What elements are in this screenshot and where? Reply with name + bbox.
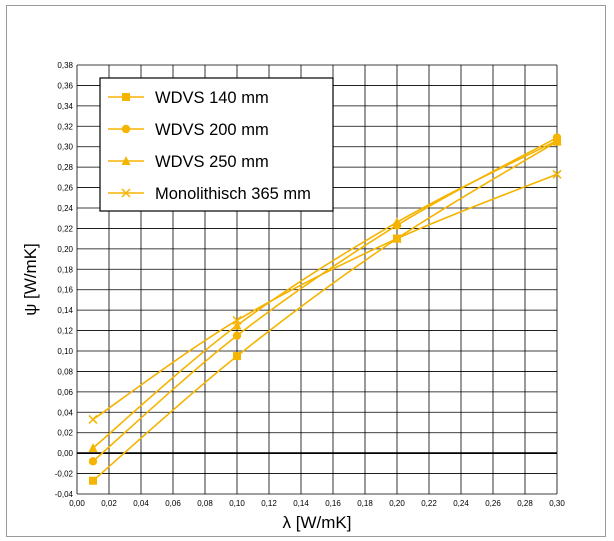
legend-item: WDVS 140 mm bbox=[108, 89, 269, 107]
x-marker-stroke bbox=[121, 188, 131, 198]
y-tick-label: 0,00 bbox=[57, 449, 73, 458]
data-point bbox=[89, 476, 97, 485]
x-tick-label: 0,08 bbox=[197, 499, 213, 508]
series-triangle bbox=[88, 135, 562, 453]
legend-marker bbox=[122, 93, 130, 101]
legend-label: WDVS 250 mm bbox=[155, 153, 269, 171]
legend-marker bbox=[121, 156, 131, 165]
legend-item: WDVS 200 mm bbox=[108, 121, 269, 139]
legend-box bbox=[99, 77, 334, 212]
line-chart: 0,00 0,02 0,04 0,06 0,08 0,10 0,12 0,14 0,16 0,18… bbox=[21, 61, 565, 532]
y-tick-label: 0,26 bbox=[57, 184, 73, 193]
data-point bbox=[88, 414, 98, 424]
data-point bbox=[232, 331, 242, 340]
y-tick-label: 0,16 bbox=[57, 286, 73, 295]
series-line bbox=[92, 140, 558, 482]
y-tick-label: 0,28 bbox=[57, 163, 73, 172]
series-line bbox=[92, 139, 558, 449]
y-tick-label: 0,04 bbox=[57, 408, 73, 417]
x-marker-stroke bbox=[392, 234, 402, 244]
x-marker-stroke bbox=[88, 414, 98, 424]
x-tick-label: 0,14 bbox=[293, 499, 309, 508]
y-tick-label: 0,08 bbox=[57, 367, 73, 376]
x-tick-label: 0,04 bbox=[133, 499, 149, 508]
y-tick-label: 0,20 bbox=[57, 245, 73, 254]
y-tick-label: 0,12 bbox=[57, 327, 73, 336]
y-tick-label: 0,10 bbox=[57, 347, 73, 356]
x-tick-label: 0,10 bbox=[229, 499, 245, 508]
y-tick-label: 0,32 bbox=[57, 122, 73, 131]
x-tick-label: 0,26 bbox=[485, 499, 501, 508]
legend-marker bbox=[121, 188, 131, 198]
x-marker-stroke bbox=[552, 169, 562, 179]
y-tick-label: 0,18 bbox=[57, 265, 73, 274]
x-tick-label: 0,28 bbox=[517, 499, 533, 508]
y-tick-label: 0,22 bbox=[57, 224, 73, 233]
legend-item: Monolithisch 365 mm bbox=[108, 185, 311, 203]
x-tick-label: 0,18 bbox=[357, 499, 373, 508]
legend-marker bbox=[121, 124, 131, 134]
y-tick-label: -0,04 bbox=[55, 490, 74, 499]
data-point bbox=[552, 169, 562, 179]
y-tick-label: 0,14 bbox=[57, 306, 73, 315]
series-x bbox=[88, 169, 562, 424]
data-point bbox=[232, 315, 242, 325]
legend: WDVS 140 mm WDVS 200 mm WDVS 250 mm Monolit… bbox=[99, 77, 334, 212]
data-point bbox=[88, 443, 98, 453]
x-tick-label: 0,16 bbox=[325, 499, 341, 508]
y-tick-label: 0,02 bbox=[57, 429, 73, 438]
x-marker-stroke bbox=[232, 315, 242, 325]
y-tick-label: 0,30 bbox=[57, 143, 73, 152]
x-tick-labels: 0,00 0,02 0,04 0,06 0,08 0,10 0,12 0,14 0,16 0,18… bbox=[69, 499, 565, 508]
legend-label: WDVS 200 mm bbox=[155, 121, 269, 139]
x-tick-label: 0,24 bbox=[453, 499, 469, 508]
x-tick-label: 0,30 bbox=[549, 499, 565, 508]
data-point bbox=[88, 457, 98, 466]
series-line bbox=[92, 173, 558, 421]
y-tick-label: 0,06 bbox=[57, 388, 73, 397]
data-point bbox=[552, 135, 562, 145]
legend-label: Monolithisch 365 mm bbox=[155, 185, 311, 203]
data-point bbox=[392, 217, 402, 227]
x-axis-label: λ [W/mK] bbox=[283, 513, 352, 532]
data-point bbox=[392, 234, 402, 244]
legend-label: WDVS 140 mm bbox=[155, 89, 269, 107]
data-point bbox=[232, 320, 242, 330]
x-tick-label: 0,20 bbox=[389, 499, 405, 508]
y-tick-label: 0,38 bbox=[57, 61, 73, 70]
data-point bbox=[233, 352, 241, 361]
chart-frame: 0,00 0,02 0,04 0,06 0,08 0,10 0,12 0,14 0,16 0,18… bbox=[6, 5, 606, 537]
legend-item: WDVS 250 mm bbox=[108, 153, 269, 171]
x-tick-label: 0,22 bbox=[421, 499, 437, 508]
y-tick-label: -0,02 bbox=[55, 470, 74, 479]
x-tick-label: 0,12 bbox=[261, 499, 277, 508]
y-tick-label: 0,24 bbox=[57, 204, 73, 213]
x-tick-label: 0,06 bbox=[165, 499, 181, 508]
x-tick-label: 0,02 bbox=[101, 499, 117, 508]
y-tick-label: 0,34 bbox=[57, 102, 73, 111]
series-lines bbox=[88, 133, 562, 485]
x-tick-label: 0,00 bbox=[69, 499, 85, 508]
y-tick-label: 0,36 bbox=[57, 81, 73, 90]
y-tick-labels: -0,04 -0,02 0,00 0,02 0,04 0,06 0,08 0,10 0,12 0,… bbox=[55, 61, 74, 499]
y-axis-label: ψ [W/mK] bbox=[21, 243, 40, 316]
